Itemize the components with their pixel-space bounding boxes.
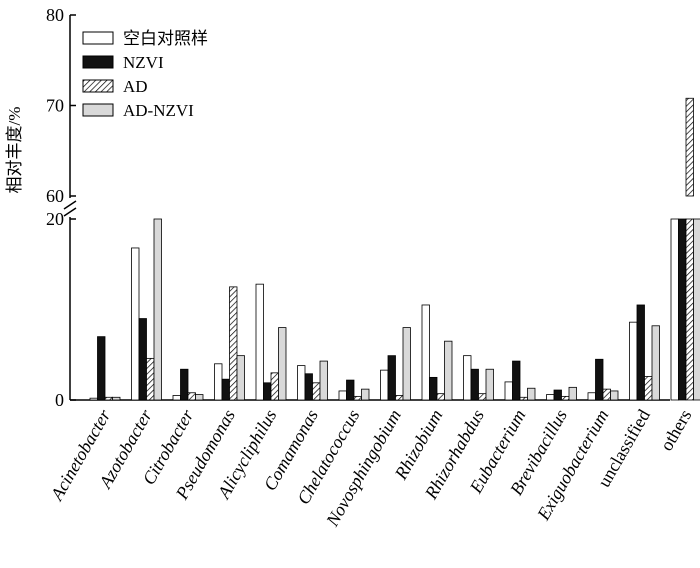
- bar-0-7: [380, 369, 389, 401]
- bar-0-8: [421, 304, 430, 401]
- bar-1-11: [553, 389, 562, 401]
- bar-2-11: [561, 395, 570, 401]
- x-tick-labels: AcinetobacterAzotobacterCitrobacterPseud…: [46, 405, 695, 530]
- y-tick-label: 80: [46, 5, 64, 25]
- legend-label-1: NZVI: [123, 53, 164, 72]
- bar-1-9: [470, 368, 479, 401]
- bar-3-14: [693, 218, 700, 401]
- bar-0-1: [131, 247, 140, 401]
- axis-break-mark: [63, 200, 77, 210]
- bar-1-7: [387, 355, 396, 401]
- bar-2-5: [312, 382, 321, 401]
- x-tick-label: Acinetobacter: [46, 405, 115, 504]
- bar-0-9: [463, 355, 472, 401]
- bar-3-9: [485, 368, 494, 401]
- legend-label-3: AD-NZVI: [123, 101, 194, 120]
- bar-0-13: [629, 321, 638, 401]
- legend-swatch-2: [82, 79, 114, 93]
- legend-label-2: AD: [123, 77, 148, 96]
- bar-3-6: [361, 388, 370, 401]
- bar-3-5: [319, 360, 328, 401]
- bar-1-2: [180, 368, 189, 401]
- bar-1-13: [636, 304, 645, 401]
- bar-3-1: [153, 218, 162, 401]
- bar-3-4: [278, 327, 287, 401]
- bar-3-0: [112, 396, 121, 401]
- bar-0-12: [587, 392, 596, 401]
- legend-swatch-0: [82, 31, 114, 45]
- bar-2-3: [229, 286, 238, 401]
- legend-label-0: 空白对照样: [123, 29, 208, 48]
- bar-upper-2-14: [685, 97, 694, 197]
- legend: 空白对照样 NZVI AD AD-NZVI: [82, 29, 208, 120]
- bar-2-12: [602, 388, 611, 401]
- bar-1-3: [221, 378, 230, 401]
- y-tick-label: 0: [55, 390, 64, 410]
- bar-2-0: [104, 396, 113, 401]
- bar-1-12: [595, 358, 604, 401]
- bar-0-5: [297, 365, 306, 401]
- x-tick-label: others: [656, 406, 695, 454]
- bar-0-2: [172, 395, 181, 401]
- bar-1-8: [429, 376, 438, 401]
- y-tick-label: 60: [46, 186, 64, 206]
- bar-1-5: [304, 373, 313, 401]
- axis-break-mark: [63, 207, 77, 217]
- bar-3-7: [402, 327, 411, 401]
- bar-3-12: [610, 390, 619, 401]
- bar-0-0: [89, 397, 98, 401]
- bar-2-2: [187, 392, 196, 401]
- y-axis-title: 相对丰度/%: [5, 107, 24, 194]
- bar-1-14: [678, 218, 687, 401]
- bar-2-6: [353, 395, 362, 401]
- bar-1-0: [97, 336, 106, 401]
- bar-2-8: [436, 393, 445, 401]
- bar-2-7: [395, 395, 404, 401]
- bar-2-1: [146, 357, 155, 401]
- bar-2-9: [478, 393, 487, 401]
- bar-0-6: [338, 390, 347, 401]
- bar-3-13: [651, 325, 660, 401]
- bar-3-11: [568, 386, 577, 401]
- bar-3-3: [236, 355, 245, 401]
- legend-swatch-1: [82, 55, 114, 69]
- bar-0-4: [255, 283, 264, 401]
- y-tick-label: 70: [46, 96, 64, 116]
- bar-2-10: [519, 396, 528, 401]
- bar-1-4: [263, 382, 272, 401]
- bar-1-6: [346, 379, 355, 401]
- bar-3-2: [195, 394, 204, 401]
- bar-1-10: [512, 360, 521, 401]
- bar-3-10: [527, 387, 536, 401]
- bar-1-1: [138, 318, 147, 401]
- bar-0-11: [546, 394, 555, 401]
- bar-0-14: [670, 218, 679, 401]
- legend-swatch-3: [82, 103, 114, 117]
- bar-3-8: [444, 340, 453, 401]
- y-tick-label: 20: [46, 209, 64, 229]
- bar-0-10: [504, 381, 513, 401]
- bar-2-14: [685, 218, 694, 401]
- bar-2-13: [644, 376, 653, 401]
- bar-0-3: [214, 363, 223, 401]
- bars: [89, 97, 700, 401]
- bar-2-4: [270, 372, 279, 401]
